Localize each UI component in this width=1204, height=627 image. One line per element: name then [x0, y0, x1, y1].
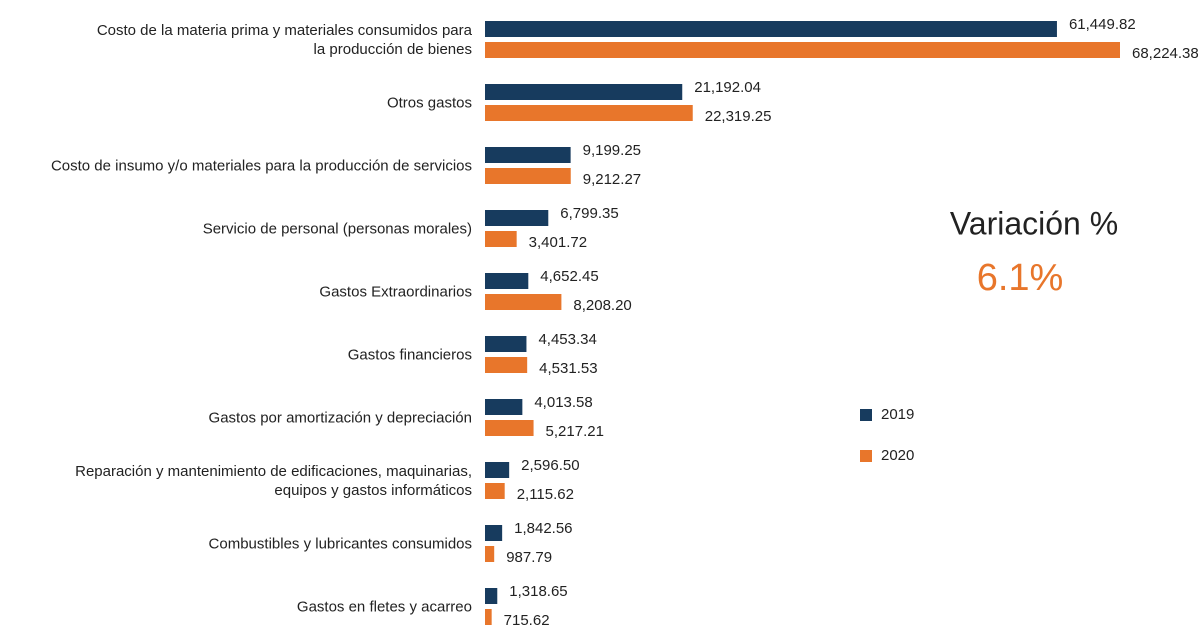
value-label: 3,401.72 — [529, 234, 587, 251]
value-label: 715.62 — [504, 612, 550, 627]
category-label: Costo de la materia prima y materiales c… — [96, 21, 472, 58]
bar — [485, 609, 492, 625]
bar — [485, 21, 1057, 37]
bar — [485, 525, 503, 541]
category-label: Gastos Extraordinarios — [319, 283, 472, 300]
bar — [485, 105, 693, 121]
bar — [485, 546, 495, 562]
value-label: 9,212.27 — [583, 171, 641, 188]
legend-swatch — [860, 409, 872, 421]
bar — [485, 336, 527, 352]
value-label: 1,318.65 — [509, 583, 567, 600]
bar — [485, 420, 534, 436]
bar — [485, 588, 498, 604]
bar — [485, 210, 549, 226]
value-label: 2,596.50 — [521, 457, 579, 474]
bar — [485, 42, 1120, 58]
bar — [485, 357, 528, 373]
value-label: 6,799.35 — [560, 205, 618, 222]
value-label: 4,013.58 — [534, 394, 592, 411]
bar — [485, 273, 529, 289]
value-label: 68,224.38 — [1132, 45, 1199, 62]
bar — [485, 462, 510, 478]
category-label: Combustibles y lubricantes consumidos — [208, 535, 472, 552]
bar — [485, 399, 523, 415]
value-label: 22,319.25 — [705, 108, 772, 125]
value-label: 987.79 — [506, 549, 552, 566]
value-label: 4,453.34 — [538, 331, 596, 348]
category-label: Gastos financieros — [347, 346, 472, 363]
value-label: 61,449.82 — [1069, 16, 1136, 33]
legend-label: 2020 — [881, 447, 914, 464]
annotation: 6.1% — [977, 257, 1064, 299]
category-label: Gastos en fletes y acarreo — [296, 598, 472, 615]
value-label: 9,199.25 — [583, 142, 641, 159]
category-label: Gastos por amortización y depreciación — [208, 409, 472, 426]
value-label: 4,652.45 — [540, 268, 598, 285]
legend-label: 2019 — [881, 406, 914, 423]
bar — [485, 231, 517, 247]
category-label: Reparación y mantenimiento de edificacio… — [75, 462, 472, 499]
category-label: Costo de insumo y/o materiales para la p… — [50, 157, 472, 174]
bar — [485, 147, 571, 163]
value-label: 2,115.62 — [517, 486, 574, 503]
annotation: Variación % — [950, 205, 1118, 241]
bar — [485, 483, 505, 499]
value-label: 21,192.04 — [694, 79, 761, 96]
category-label: Otros gastos — [386, 94, 472, 111]
bar — [485, 294, 562, 310]
legend-swatch — [860, 450, 872, 462]
value-label: 1,842.56 — [514, 520, 572, 537]
bar — [485, 168, 571, 184]
value-label: 8,208.20 — [573, 297, 631, 314]
value-label: 5,217.21 — [546, 423, 604, 440]
bar — [485, 84, 683, 100]
category-label: Servicio de personal (personas morales) — [202, 220, 472, 237]
value-label: 4,531.53 — [539, 360, 597, 377]
